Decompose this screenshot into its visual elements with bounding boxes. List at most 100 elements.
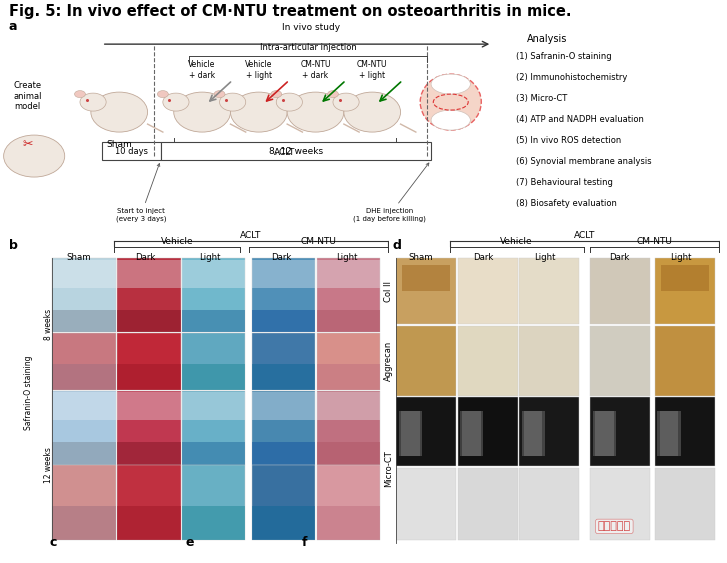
Bar <box>117 506 180 539</box>
Text: Aggrecan: Aggrecan <box>384 341 393 381</box>
Bar <box>317 310 380 332</box>
Text: 12 weeks: 12 weeks <box>44 447 54 483</box>
Text: Micro-CT: Micro-CT <box>384 450 393 487</box>
Bar <box>252 333 316 390</box>
Text: (6) Synovial membrane analysis: (6) Synovial membrane analysis <box>516 157 651 166</box>
Bar <box>655 325 715 396</box>
Ellipse shape <box>287 92 344 132</box>
Text: ACLT: ACLT <box>241 231 262 240</box>
Ellipse shape <box>431 74 470 94</box>
Bar <box>252 506 316 539</box>
Ellipse shape <box>74 91 86 97</box>
Bar <box>317 466 380 539</box>
Bar <box>661 265 709 291</box>
Bar <box>590 397 650 466</box>
Bar <box>182 392 246 420</box>
Text: Light: Light <box>198 253 220 262</box>
Text: 8, 12 weeks: 8, 12 weeks <box>269 146 323 155</box>
Bar <box>396 258 456 324</box>
Bar <box>252 392 316 420</box>
Bar <box>102 142 161 160</box>
Text: d: d <box>393 239 401 252</box>
Bar <box>657 411 678 456</box>
Text: CM-NTU: CM-NTU <box>301 237 337 246</box>
Bar <box>117 391 180 464</box>
Bar <box>458 325 518 396</box>
Bar <box>402 265 450 291</box>
Bar <box>182 310 246 332</box>
Text: ACLT: ACLT <box>274 148 296 157</box>
Text: Dark: Dark <box>271 253 292 262</box>
Text: CM-NTU
+ dark: CM-NTU + dark <box>300 60 331 79</box>
Text: CM-NTU: CM-NTU <box>637 237 672 246</box>
Bar <box>117 466 180 539</box>
Bar <box>52 391 116 464</box>
Text: Col II: Col II <box>384 280 393 302</box>
Bar <box>590 468 650 539</box>
Text: Vehicle
+ light: Vehicle + light <box>245 60 273 79</box>
Bar <box>182 506 246 539</box>
Bar <box>398 411 419 456</box>
Ellipse shape <box>214 91 225 97</box>
Text: f: f <box>302 536 308 549</box>
Text: e: e <box>185 536 194 549</box>
Bar <box>458 468 518 539</box>
Bar <box>252 310 316 332</box>
Bar <box>396 468 456 539</box>
Bar <box>462 411 483 456</box>
Bar <box>117 392 180 420</box>
Text: 10 days: 10 days <box>115 146 148 155</box>
Text: CM-NTU
+ light: CM-NTU + light <box>357 60 387 79</box>
Bar <box>52 443 116 464</box>
Bar <box>117 333 180 390</box>
Bar <box>460 411 481 456</box>
Text: DHE injection
(1 day before killing): DHE injection (1 day before killing) <box>353 163 429 221</box>
Text: (4) ATP and NADPH evaluation: (4) ATP and NADPH evaluation <box>516 115 644 124</box>
Ellipse shape <box>333 93 359 111</box>
Text: (5) In vivo ROS detection: (5) In vivo ROS detection <box>516 136 622 145</box>
Text: ACLT: ACLT <box>574 231 595 240</box>
Bar <box>317 333 380 390</box>
Text: (7) Behavioural testing: (7) Behavioural testing <box>516 178 613 187</box>
Bar <box>52 310 116 332</box>
Bar <box>317 391 380 464</box>
Text: In vivo study: In vivo study <box>282 23 340 32</box>
Ellipse shape <box>420 74 481 130</box>
Bar <box>590 325 650 396</box>
Ellipse shape <box>4 135 65 177</box>
Ellipse shape <box>157 91 168 97</box>
Bar <box>521 411 542 456</box>
Bar <box>519 258 579 324</box>
Bar <box>117 443 180 464</box>
Text: Create
animal
model: Create animal model <box>13 81 42 111</box>
Text: 日新智网网: 日新智网网 <box>598 521 631 531</box>
Text: Safranin-O staining: Safranin-O staining <box>24 355 33 430</box>
Bar <box>655 397 715 466</box>
Text: Start to inject
(every 3 days): Start to inject (every 3 days) <box>116 164 166 221</box>
Bar <box>660 411 680 456</box>
Ellipse shape <box>230 92 287 132</box>
Text: Sham: Sham <box>66 253 91 262</box>
Bar <box>655 468 715 539</box>
Bar <box>182 258 246 332</box>
Ellipse shape <box>80 93 106 111</box>
Text: Dark: Dark <box>135 253 156 262</box>
Bar <box>317 364 380 390</box>
Ellipse shape <box>91 92 148 132</box>
Text: Dark: Dark <box>609 253 630 262</box>
Bar <box>52 260 116 288</box>
Text: Light: Light <box>670 253 691 262</box>
Bar <box>519 397 579 466</box>
Bar <box>161 142 431 160</box>
Bar <box>317 443 380 464</box>
Text: (2) Immunohistochemistry: (2) Immunohistochemistry <box>516 73 627 82</box>
Bar <box>117 258 180 332</box>
Bar <box>524 411 545 456</box>
Bar <box>252 443 316 464</box>
Bar <box>182 260 246 288</box>
Bar <box>52 258 116 332</box>
Bar <box>117 364 180 390</box>
Bar <box>252 391 316 464</box>
Ellipse shape <box>220 93 246 111</box>
Text: c: c <box>49 536 57 549</box>
